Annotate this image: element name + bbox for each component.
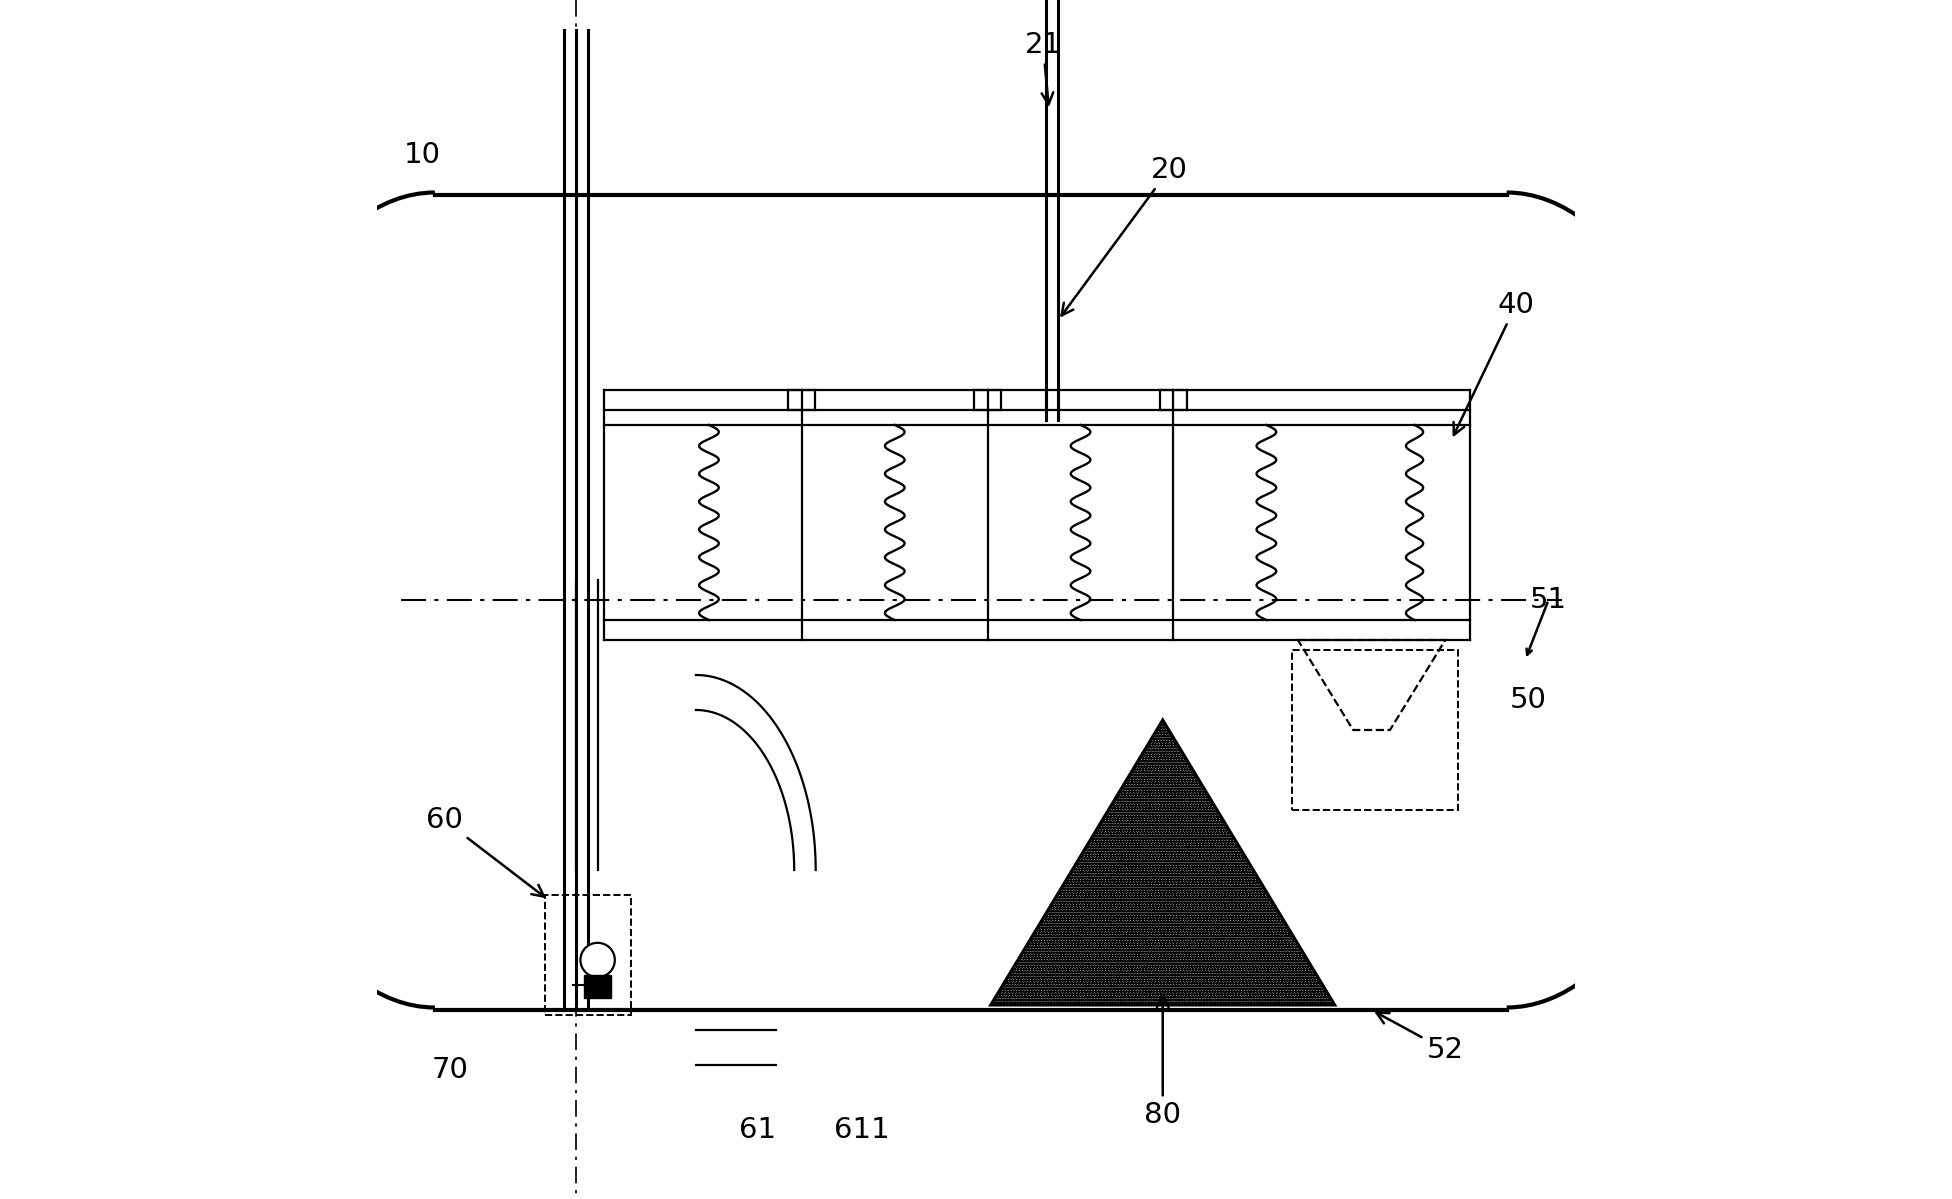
Polygon shape — [992, 721, 1335, 1005]
Text: 51: 51 — [1530, 586, 1567, 614]
Text: 20: 20 — [1062, 156, 1187, 315]
Text: 10: 10 — [404, 141, 441, 169]
Text: 60: 60 — [426, 806, 545, 897]
Text: 40: 40 — [1454, 291, 1534, 435]
Text: 52: 52 — [1376, 1013, 1464, 1064]
Bar — [545, 894, 630, 1016]
Circle shape — [580, 942, 615, 977]
Text: 80: 80 — [1144, 995, 1181, 1129]
Text: 611: 611 — [834, 1116, 890, 1144]
Bar — [1292, 650, 1458, 811]
Text: 61: 61 — [738, 1116, 775, 1144]
Bar — [584, 975, 611, 998]
Text: 70: 70 — [431, 1056, 468, 1084]
Bar — [789, 390, 816, 410]
Bar — [974, 390, 1001, 410]
Text: 21: 21 — [1025, 31, 1062, 104]
Bar — [1159, 390, 1187, 410]
Text: 50: 50 — [1509, 686, 1546, 713]
